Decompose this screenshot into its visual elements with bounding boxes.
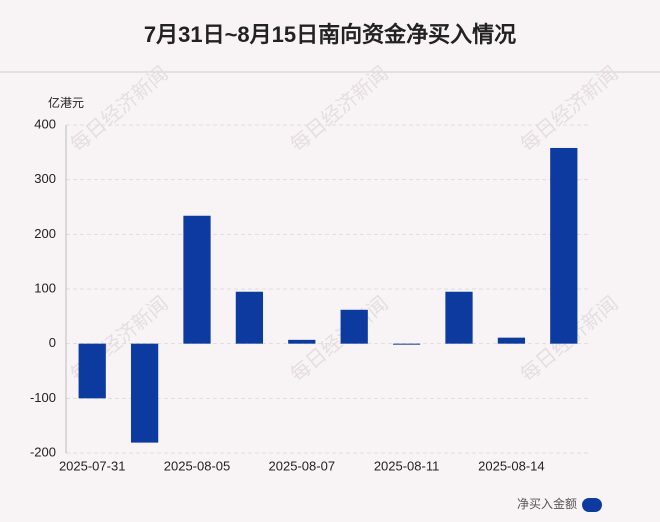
bar [288,339,316,344]
legend-label: 净买入金额 [517,496,577,511]
x-tick-label: 2025-08-07 [269,458,336,473]
bar [130,343,159,443]
bar [340,309,368,344]
bar [497,337,526,344]
bar [78,343,106,399]
y-tick-label: -100 [30,390,56,405]
x-tick-label: 2025-08-11 [374,458,440,473]
y-tick-label: 300 [34,171,56,186]
y-tick-label: 400 [34,116,56,131]
bar [392,343,421,345]
legend-swatch [582,498,602,512]
y-tick-label: -200 [30,444,56,459]
x-tick-label: 2025-08-05 [164,458,231,473]
bar [235,291,264,344]
bar [183,215,211,344]
y-unit: 亿港元 [48,95,84,110]
y-tick-label: 200 [34,226,56,241]
bar [550,147,578,344]
y-tick-label: 100 [34,280,56,295]
chart-title: 7月31日~8月15日南向资金净买入情况 [144,22,516,47]
y-tick-label: 0 [49,335,56,350]
bar [445,291,473,344]
x-tick-label: 2025-07-31 [59,458,126,473]
x-tick-label: 2025-08-14 [478,458,545,473]
